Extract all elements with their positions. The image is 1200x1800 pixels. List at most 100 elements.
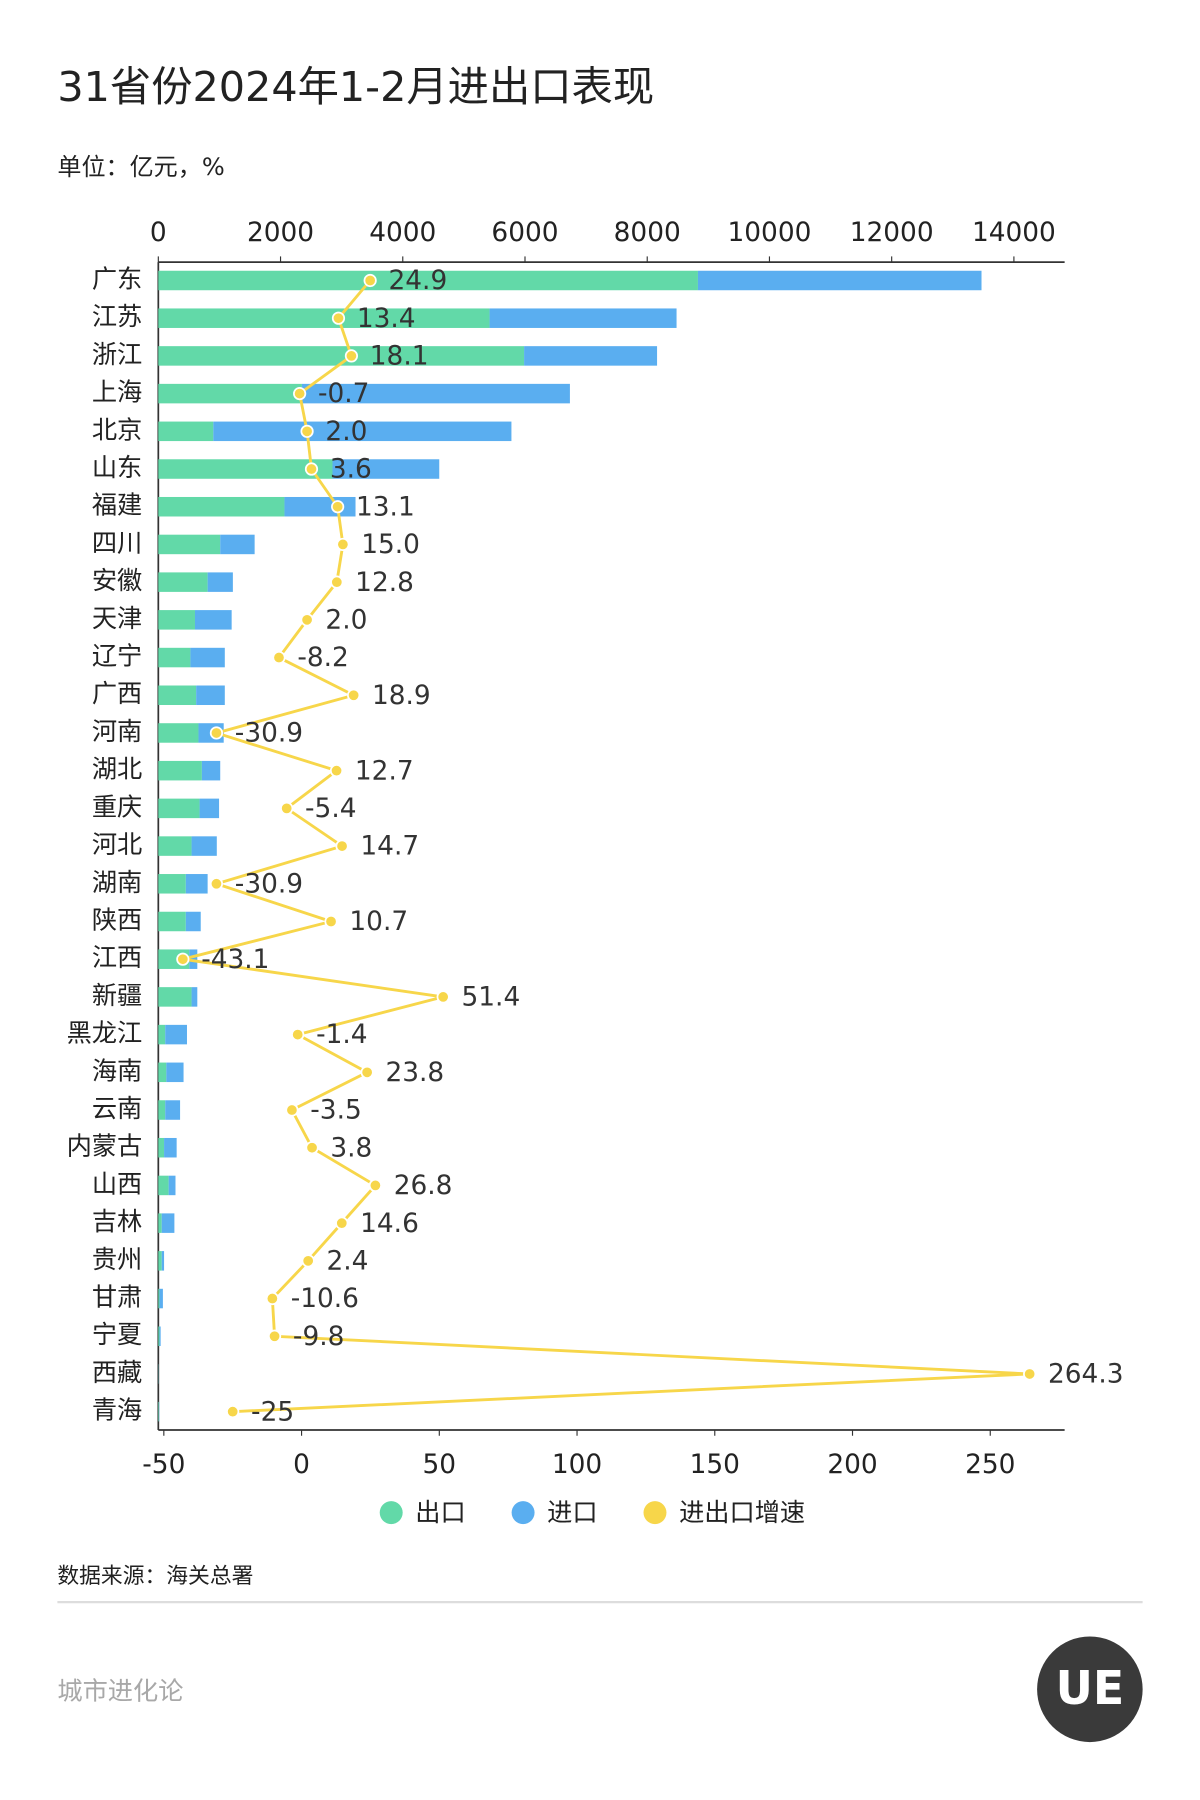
point (209, 726, 224, 740)
y-tick-label: 辽宁 (92, 642, 142, 671)
bar (158, 572, 208, 592)
x-tick-label: 12000 (850, 218, 934, 248)
y-tick-label: 广西 (92, 679, 142, 708)
y-tick-label: 广东 (92, 264, 142, 293)
point (347, 688, 361, 702)
point (305, 1141, 319, 1155)
bar (158, 911, 186, 932)
y-tick-label: 重庆 (92, 792, 142, 821)
data-label: 13.4 (357, 304, 416, 334)
bar (158, 1175, 169, 1196)
bar (158, 647, 191, 668)
point (1023, 1367, 1037, 1381)
bar (158, 1213, 162, 1233)
bar (158, 1401, 159, 1422)
bar (158, 1288, 160, 1309)
bar (191, 987, 198, 1007)
data-label: 14.7 (360, 832, 419, 862)
bar (158, 270, 698, 291)
bar (158, 685, 197, 706)
bar (158, 421, 214, 442)
data-label: -9.8 (293, 1322, 344, 1352)
bar (158, 836, 192, 856)
bar (185, 911, 201, 932)
source: 数据来源：海关总署 (57, 1564, 253, 1589)
bar (191, 836, 217, 856)
point (291, 1028, 305, 1042)
bar (158, 723, 199, 743)
y-tick-label: 黑龙江 (67, 1019, 143, 1048)
data-label: -30.9 (235, 719, 303, 749)
point (331, 311, 346, 325)
y-tick-label: 山西 (92, 1169, 142, 1198)
bar (524, 346, 658, 366)
data-label: 18.1 (370, 342, 429, 372)
y-tick-label: 湖北 (92, 755, 142, 784)
x-tick-label: 2000 (247, 218, 314, 248)
bar (189, 949, 198, 969)
data-label: 3.8 (330, 1133, 372, 1163)
data-label: 18.9 (372, 681, 431, 711)
x2-tick-label: 50 (423, 1450, 457, 1480)
data-label: 2.4 (327, 1246, 369, 1276)
bar (165, 1100, 181, 1120)
data-label: 10.7 (349, 907, 408, 937)
bar (196, 685, 225, 706)
y-tick-label: 青海 (92, 1396, 142, 1425)
point (226, 1405, 240, 1419)
point (363, 273, 377, 288)
point (336, 537, 350, 552)
y-tick-label: 福建 (92, 491, 142, 520)
bar (158, 798, 200, 819)
x-tick-label: 14000 (972, 218, 1056, 248)
y-tick-label: 浙江 (92, 340, 142, 369)
bar (489, 308, 677, 328)
bar (161, 1213, 175, 1233)
y-tick-label: 湖南 (92, 868, 142, 897)
point (335, 1216, 349, 1230)
data-label: -8.2 (297, 643, 348, 673)
legend-marker (379, 1501, 403, 1525)
point (209, 877, 224, 891)
bar (158, 1100, 166, 1120)
data-label: 2.0 (325, 605, 367, 635)
data-label: -5.4 (305, 794, 356, 824)
bar (158, 874, 186, 894)
x2-tick-label: 200 (827, 1450, 877, 1480)
bar (332, 459, 440, 479)
y-tick-label: 陕西 (92, 905, 142, 934)
bar (158, 308, 490, 328)
y-tick-label: 江苏 (92, 302, 142, 331)
subtitle: 单位：亿元，% (57, 153, 224, 181)
x-tick-label: 8000 (614, 218, 681, 248)
logo-badge (1037, 1636, 1143, 1743)
legend-label: 出口 (415, 1498, 465, 1527)
point (368, 1178, 382, 1193)
y-tick-label: 吉林 (92, 1207, 142, 1236)
point (272, 650, 286, 665)
data-label: -1.4 (316, 1020, 367, 1050)
legend-marker (643, 1501, 667, 1525)
bar (158, 1062, 167, 1083)
x2-tick-label: 100 (552, 1450, 602, 1480)
point (330, 575, 344, 589)
y-tick-label: 河北 (92, 830, 142, 859)
footer: 城市进化论 (57, 1677, 183, 1706)
data-label: 264.3 (1048, 1360, 1124, 1390)
legend-marker (511, 1501, 535, 1525)
y-tick-label: 天津 (92, 604, 142, 633)
point (304, 462, 319, 476)
bar (284, 496, 356, 517)
point (335, 839, 349, 853)
data-label: 3.6 (330, 455, 372, 485)
bar (158, 534, 221, 555)
data-label: -0.7 (318, 379, 369, 409)
y-tick-label: 北京 (92, 415, 142, 444)
legend-label: 进口 (547, 1498, 597, 1527)
bar (159, 1288, 163, 1309)
point (324, 914, 338, 929)
point (300, 424, 314, 438)
x2-tick-label: 150 (690, 1450, 740, 1480)
x2-tick-label: 250 (965, 1450, 1015, 1480)
